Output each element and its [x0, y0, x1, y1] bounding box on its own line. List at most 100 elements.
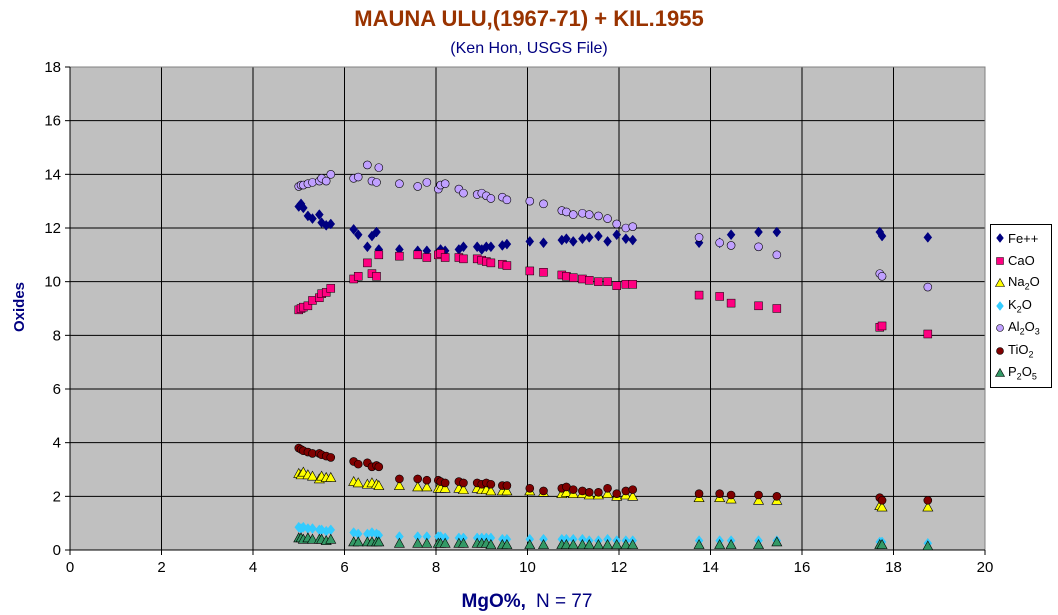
legend-marker — [996, 324, 1004, 332]
data-point — [326, 218, 336, 230]
legend-item: TiO2 — [991, 341, 1033, 361]
data-point — [524, 539, 536, 549]
data-point — [374, 250, 384, 260]
data-point — [374, 462, 384, 472]
y-tick-label: 6 — [53, 381, 61, 398]
legend-item: Fe++ — [991, 228, 1038, 248]
data-point — [539, 486, 548, 496]
series-tio2 — [294, 443, 933, 505]
data-point — [725, 539, 737, 549]
x-tick-label: 8 — [432, 559, 440, 576]
data-point — [772, 492, 782, 501]
data-point — [422, 475, 432, 485]
data-point — [412, 537, 424, 548]
legend-label: TiO2 — [1008, 341, 1034, 360]
x-axis-label-suffix: N = 77 — [536, 591, 593, 612]
data-point — [612, 229, 622, 241]
data-point — [325, 533, 337, 544]
data-point — [578, 233, 587, 245]
data-point — [612, 219, 622, 229]
data-point — [422, 253, 432, 262]
data-point — [439, 537, 451, 548]
data-point — [694, 290, 704, 300]
data-point — [308, 213, 317, 225]
legend-item: Al2O3 — [991, 318, 1040, 338]
x-tick-label: 14 — [702, 559, 719, 576]
legend-label: K2O — [1008, 296, 1032, 315]
series-na2o — [293, 466, 934, 512]
data-point — [568, 485, 578, 494]
data-point — [459, 254, 468, 264]
data-point — [772, 304, 782, 313]
data-point — [876, 501, 888, 512]
data-point — [628, 222, 638, 231]
data-point — [326, 170, 336, 179]
legend-item: CaO — [991, 251, 1035, 271]
data-point — [485, 485, 497, 496]
data-point — [715, 489, 724, 498]
legend-marker-shape — [994, 277, 1006, 287]
data-point — [726, 241, 736, 250]
data-point — [421, 481, 433, 492]
data-point — [694, 489, 704, 498]
data-point — [353, 272, 363, 281]
data-point — [306, 470, 318, 481]
data-point — [693, 539, 705, 549]
data-point — [923, 282, 933, 292]
data-point — [876, 539, 888, 549]
data-point — [325, 471, 337, 482]
data-point — [923, 329, 933, 339]
series-al2o3 — [294, 160, 933, 292]
legend-label: Fe++ — [1008, 230, 1039, 246]
data-point — [772, 250, 782, 260]
data-point — [877, 321, 887, 331]
data-point — [363, 241, 372, 253]
data-point — [877, 230, 887, 242]
data-point — [772, 226, 782, 238]
data-point — [567, 539, 579, 549]
legend-marker-shape — [996, 256, 1004, 265]
data-point — [583, 539, 595, 549]
data-point — [726, 490, 736, 500]
data-point — [620, 539, 632, 549]
legend-marker — [994, 277, 1006, 287]
chart-title: MAUNA ULU,(1967-71) + KIL.1955 — [354, 6, 703, 31]
data-point — [754, 301, 763, 311]
data-point — [569, 273, 578, 282]
data-point — [457, 537, 469, 548]
legend-marker-shape — [996, 324, 1004, 332]
y-tick-label: 0 — [53, 542, 61, 559]
data-point — [395, 251, 404, 261]
data-point — [754, 490, 763, 500]
data-point — [584, 488, 594, 497]
data-point — [594, 488, 603, 497]
data-point — [628, 280, 637, 289]
data-point — [628, 234, 638, 246]
data-point — [486, 194, 496, 203]
data-point — [525, 236, 535, 247]
data-point — [726, 229, 736, 241]
data-point — [440, 253, 450, 262]
data-point — [714, 539, 726, 549]
x-tick-label: 4 — [249, 559, 257, 576]
legend-marker-shape — [994, 367, 1006, 377]
data-point — [753, 539, 765, 549]
y-tick-label: 16 — [44, 113, 61, 130]
x-axis-label-main: MgO%, — [462, 591, 526, 612]
legend-marker — [994, 367, 1006, 377]
data-point — [922, 540, 934, 551]
data-point — [568, 236, 578, 247]
x-tick-label: 6 — [340, 559, 348, 576]
data-point — [922, 501, 934, 512]
data-point — [715, 238, 724, 248]
x-tick-label: 18 — [885, 559, 902, 576]
data-point — [584, 210, 594, 219]
data-point — [592, 539, 604, 549]
data-point — [594, 211, 603, 221]
legend: Fe++ CaO Na2O K2O Al2O3 TiO2 P2O5 — [990, 224, 1052, 388]
x-tick-label: 10 — [519, 559, 536, 576]
data-point — [459, 241, 468, 253]
data-point — [877, 496, 887, 505]
legend-label: Na2O — [1008, 274, 1040, 292]
data-point — [923, 231, 933, 243]
